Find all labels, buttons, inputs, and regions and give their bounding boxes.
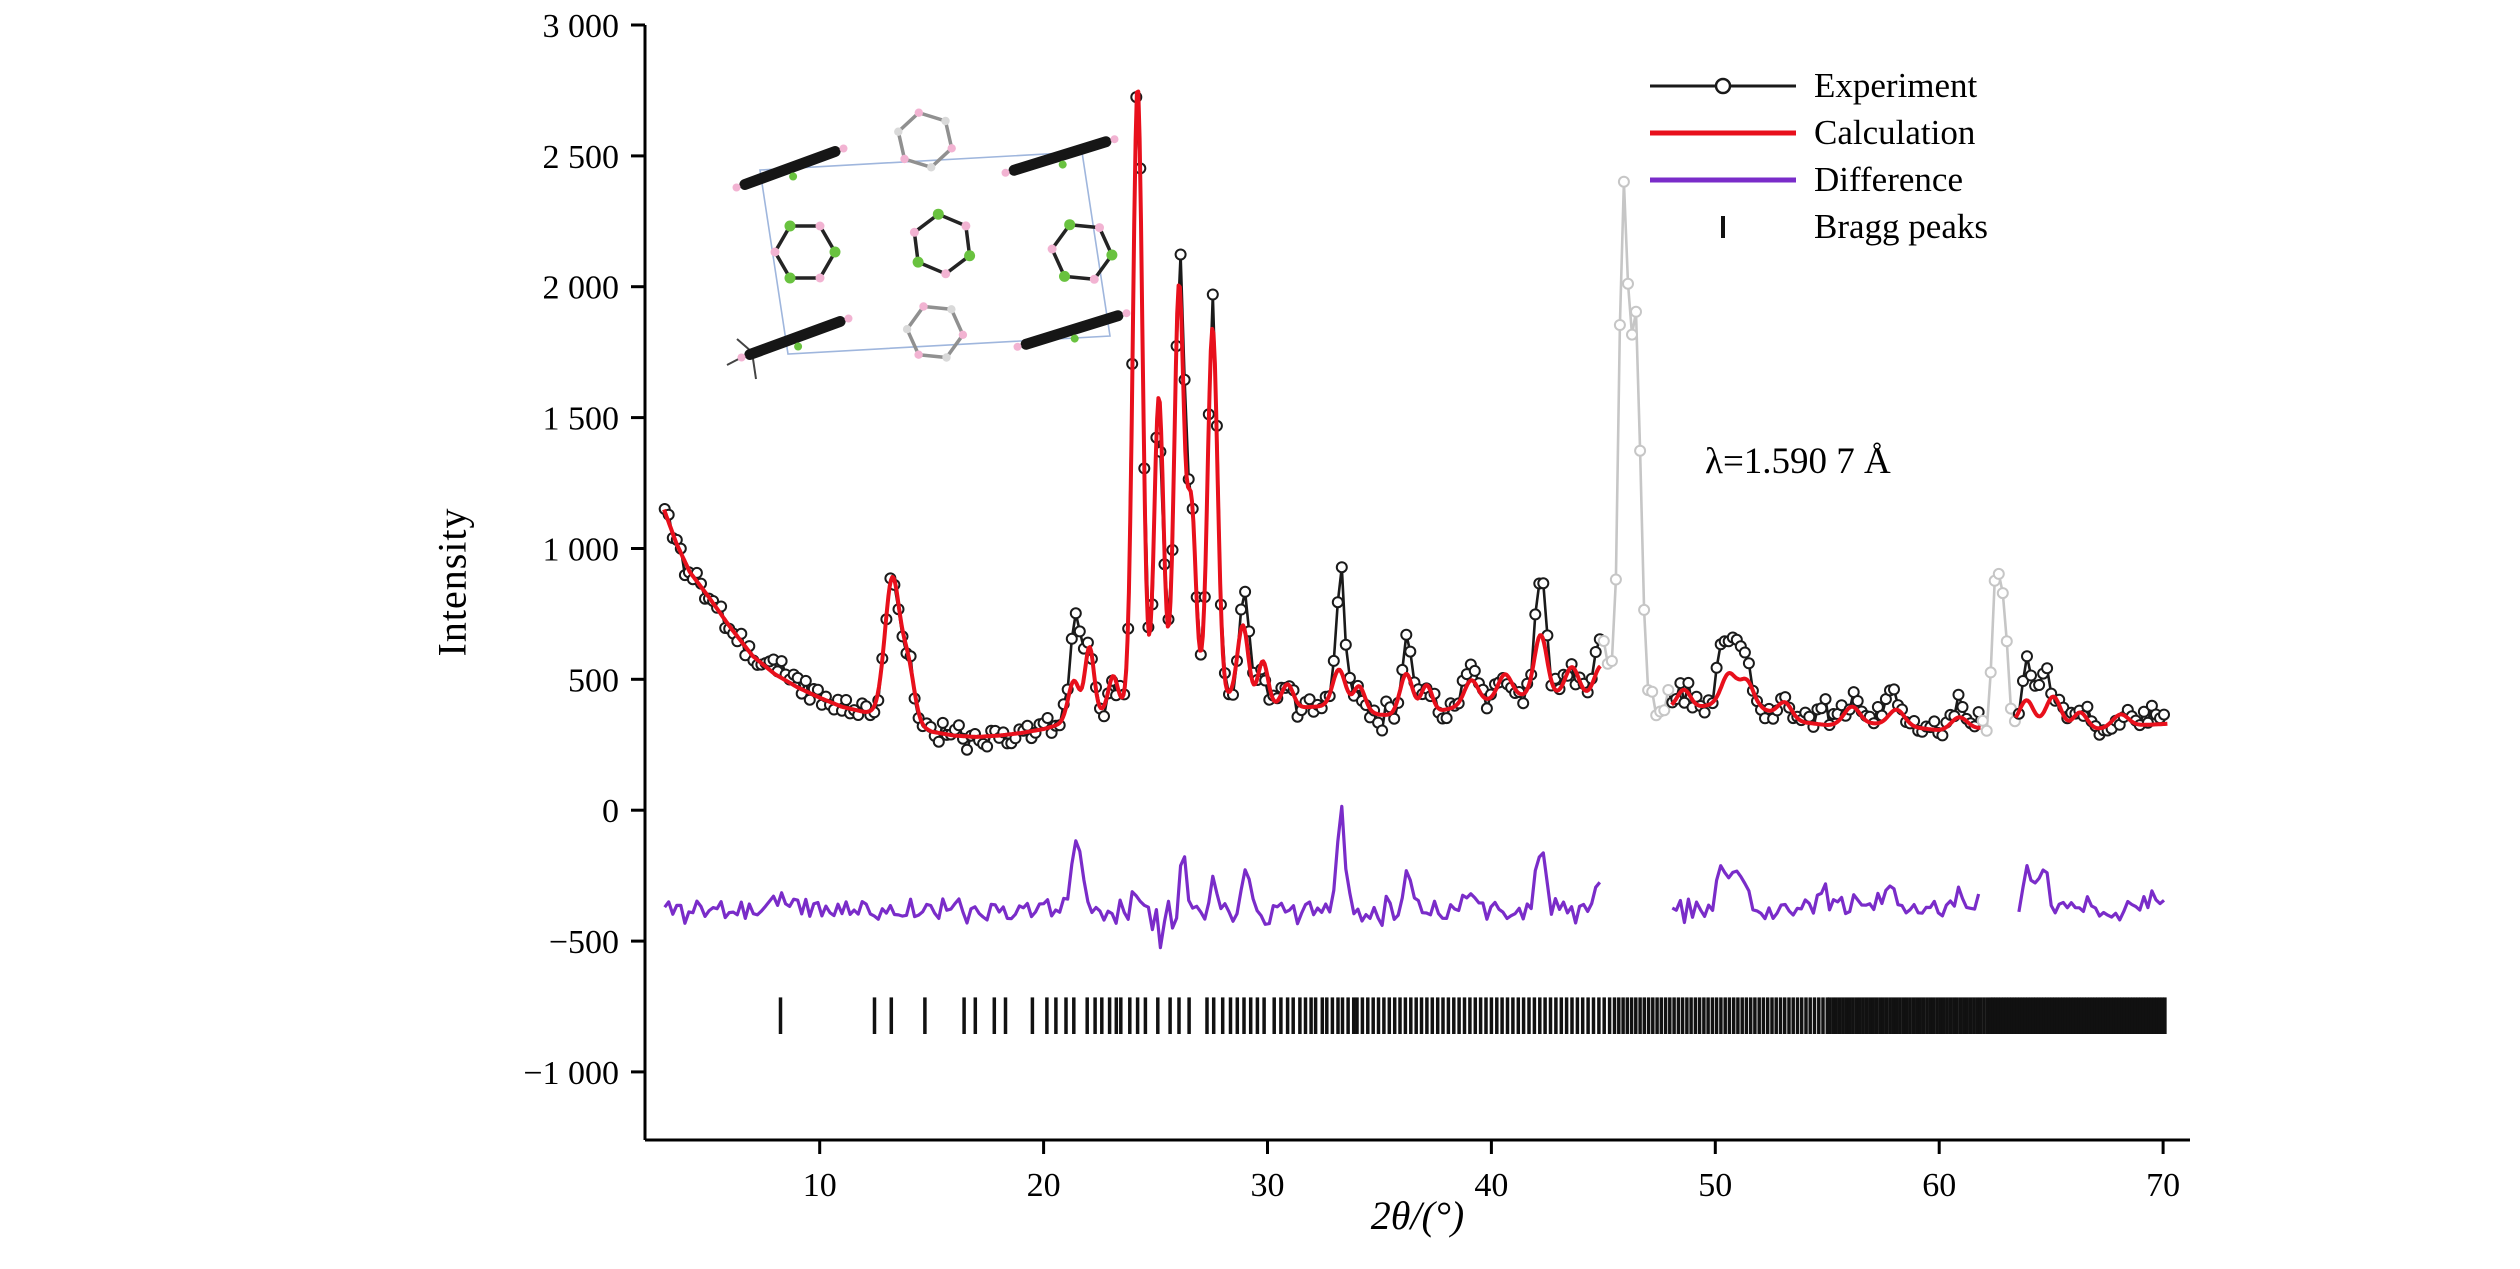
x-tick-label: 40: [1474, 1167, 1508, 1204]
y-tick-label: 0: [602, 793, 619, 830]
legend-label-difference: Difference: [1814, 160, 1963, 199]
x-tick-label: 50: [1698, 1167, 1732, 1204]
legend: Experiment Calculation Difference Bragg pea…: [1648, 62, 1988, 250]
y-tick-label: 2 000: [543, 270, 620, 307]
legend-label-bragg-peaks: Bragg peaks: [1814, 207, 1988, 246]
bragg-ticks-row: [778, 997, 2167, 1034]
legend-item-difference: Difference: [1648, 156, 1988, 203]
y-tick-label: 2 500: [543, 139, 620, 176]
legend-marker-bragg-peaks-icon: [1721, 215, 1725, 238]
y-tick-label: −1 000: [523, 1055, 619, 1092]
x-tick-label: 60: [1922, 1167, 1956, 1204]
y-tick-label: 1 000: [543, 532, 620, 569]
y-tick-label: −500: [549, 924, 619, 961]
y-tick-label: 3 000: [543, 8, 620, 45]
legend-marker-calculation-icon: [1650, 130, 1796, 135]
calculation-series: [662, 89, 2168, 739]
legend-label-experiment: Experiment: [1814, 66, 1978, 105]
legend-item-calculation: Calculation: [1648, 109, 1988, 156]
legend-label-calculation: Calculation: [1814, 113, 1976, 152]
x-axis-label: 2θ/(°): [1370, 1193, 1465, 1238]
x-tick-label: 70: [2146, 1167, 2180, 1204]
legend-item-experiment: Experiment: [1648, 62, 1988, 109]
y-axis-label: Intensity: [429, 507, 475, 657]
x-tick-label: 30: [1251, 1167, 1285, 1204]
legend-item-bragg-peaks: Bragg peaks: [1648, 203, 1988, 250]
experiment-series: [658, 91, 2170, 756]
axes: [643, 25, 2190, 1142]
crystal-structure-inset: [726, 108, 1131, 380]
x-tick-label: 10: [803, 1167, 837, 1204]
legend-marker-difference-icon: [1650, 177, 1796, 182]
lambda-annotation: λ=1.590 7 Å: [1705, 441, 1891, 482]
y-tick-label: 1 500: [543, 401, 620, 438]
difference-series: [663, 804, 2166, 950]
legend-marker-experiment-icon: [1650, 77, 1796, 94]
axis-ticks-and-labels: 3 000 2 500 2 000 1 500 1 000 500 0 −500 −1 000 1…: [523, 8, 2180, 1204]
x-tick-label: 20: [1027, 1167, 1061, 1204]
y-tick-label: 500: [568, 662, 619, 699]
